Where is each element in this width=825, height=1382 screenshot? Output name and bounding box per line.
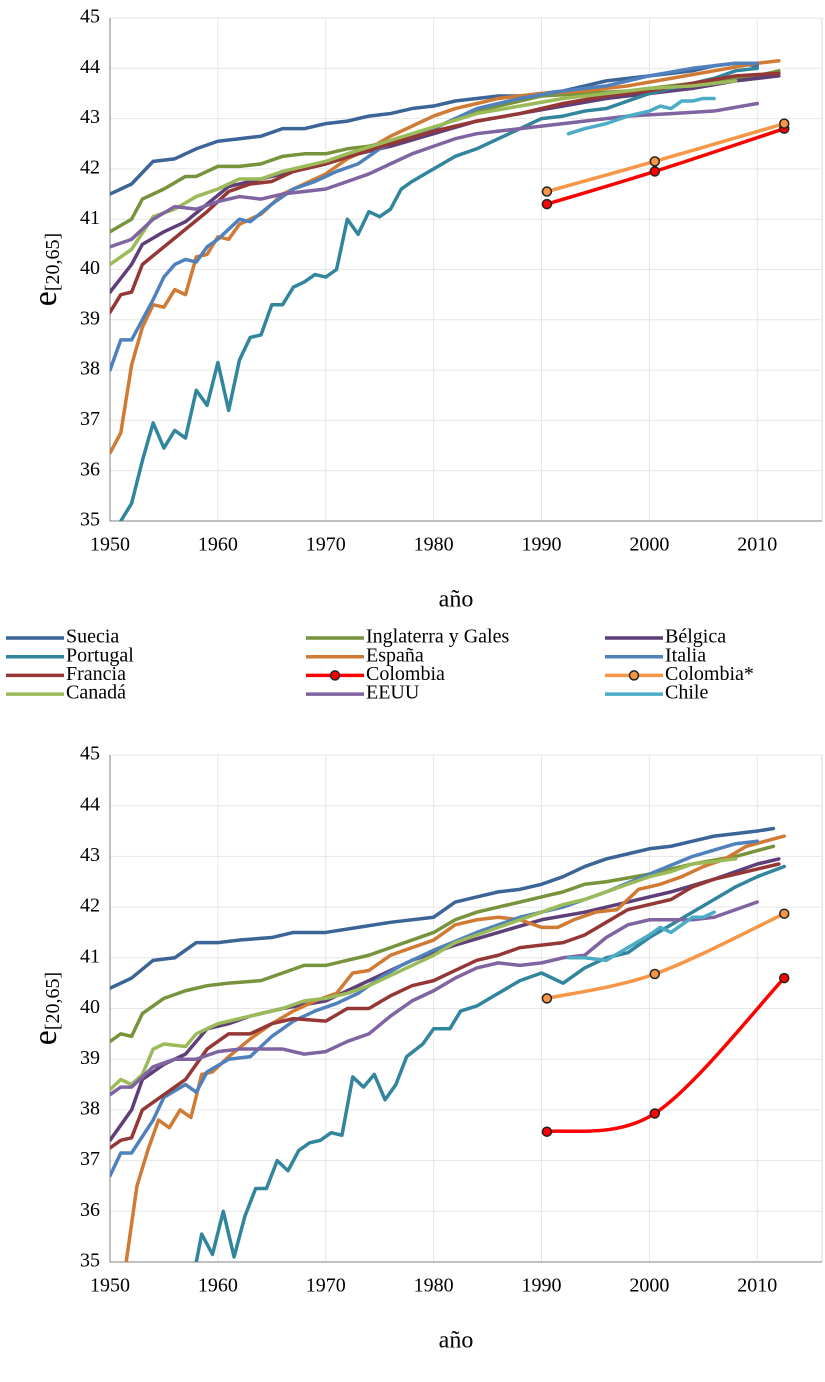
series-line [119,66,760,521]
y-tick-label: 39 [80,307,100,329]
series-lines [110,826,786,1262]
x-tick-label: 2000 [629,1275,669,1297]
x-axis-label: año [439,1328,474,1354]
series-line [545,976,786,1134]
y-tick-label: 43 [80,106,100,128]
x-axis-label: año [439,587,474,613]
series-line [110,79,738,267]
data-point [778,118,790,129]
series-markers [541,908,790,1137]
legend-label: Colombia* [665,663,754,685]
series-markers [541,118,790,210]
y-axis-label: e[20,65] [27,233,64,306]
data-point [541,186,553,197]
legend-label: Inglaterra y Gales [366,626,509,648]
y-tick-label: 38 [80,358,100,380]
legend-label: España [366,644,424,666]
legend-marker [628,670,640,681]
legend-label: Portugal [66,644,134,666]
data-point [649,166,661,177]
y-tick-label: 44 [80,56,100,78]
y-tick-label: 40 [80,996,100,1018]
x-tick-label: 1950 [90,1275,130,1297]
series-line [110,844,776,1044]
x-tick-label: 1990 [522,534,562,556]
y-tick-label: 35 [80,1250,100,1272]
legend-label: Suecia [66,626,119,648]
x-tick-label: 2010 [737,534,777,556]
y-axis-label-sub: [20,65] [42,233,64,291]
x-tick-label: 1960 [198,534,238,556]
y-tick-label: 37 [80,1148,100,1170]
series-line [566,910,716,963]
legend-marker [329,670,341,681]
series-line [110,900,760,1097]
series-line [566,96,716,136]
data-point [541,198,553,210]
y-axis-label-main: e [27,291,64,306]
y-tick-label: 35 [80,509,100,531]
plot: 35 36 37 38 39 40 41 42 43 44 45 1950 1960 1970 1980 19… [27,6,823,613]
data-point [541,993,553,1004]
y-tick-label: 39 [80,1047,100,1069]
y-tick-label: 37 [80,408,100,430]
y-axis-label-main: e [27,1030,64,1045]
legend-label: Italia [665,644,706,666]
plot: 35 36 37 38 39 40 41 42 43 44 45 1950 1960 1970 1980 19… [27,743,823,1354]
legend-label: EEUU [366,682,420,704]
series-line [124,834,786,1262]
y-tick-label: 40 [80,257,100,279]
y-tick-label: 36 [80,1199,100,1221]
y-tick-label: 43 [80,844,100,866]
series-lines [110,59,786,521]
series-line [194,864,786,1262]
y-axis-label: e[20,65] [27,972,64,1045]
y-tick-label: 44 [80,793,100,815]
legend-label: Canadá [66,682,126,704]
series-line [110,71,781,315]
y-tick-label: 45 [80,6,100,28]
series-line [110,862,781,1150]
x-tick-label: 1980 [414,1275,454,1297]
x-tick-label: 1970 [306,534,346,556]
y-tick-label: 36 [80,458,100,480]
x-tick-label: 1960 [198,1275,238,1297]
y-tick-label: 45 [80,743,100,765]
data-point [541,1126,553,1137]
series-line [110,101,760,249]
legend-label: Francia [66,663,126,685]
series-line [110,61,760,372]
x-tick-label: 1980 [414,534,454,556]
series-line [110,857,738,1092]
y-tick-label: 41 [80,945,100,967]
legend: Suecia Inglaterra y Gales Bélgica Portugal E… [6,626,754,704]
x-tick-label: 2010 [737,1275,777,1297]
data-point [649,156,661,167]
series-line [110,826,776,990]
y-axis-label-sub: [20,65] [42,972,64,1030]
legend-label: Chile [665,682,708,704]
data-point [649,1108,661,1119]
data-point [778,908,790,919]
data-point [778,972,790,984]
x-tick-label: 2000 [629,534,669,556]
data-point [649,968,661,980]
y-tick-label: 42 [80,156,100,178]
legend-label: Colombia [366,663,445,685]
x-tick-label: 1950 [90,534,130,556]
series-line [110,59,781,455]
x-tick-label: 1970 [306,1275,346,1297]
y-tick-label: 38 [80,1097,100,1119]
x-tick-label: 1990 [522,1275,562,1297]
y-tick-label: 42 [80,895,100,917]
y-tick-label: 41 [80,207,100,229]
legend-label: Bélgica [665,626,726,648]
